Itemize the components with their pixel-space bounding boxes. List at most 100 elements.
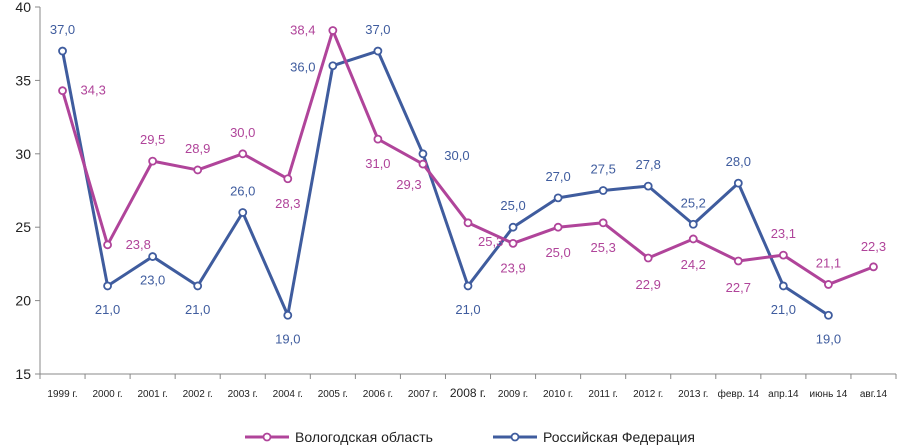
data-label: 30,0 — [230, 125, 255, 140]
x-tick-label: 2008 г. — [450, 386, 486, 400]
data-label: 28,0 — [726, 154, 751, 169]
data-label: 25,3 — [478, 234, 503, 249]
data-label: 27,8 — [636, 157, 661, 172]
data-point — [643, 181, 653, 191]
data-label: 23,1 — [771, 226, 796, 241]
data-label: 37,0 — [365, 22, 390, 37]
data-label: 31,0 — [365, 156, 390, 171]
data-point — [778, 250, 788, 260]
x-tick-label: февр. 14 — [718, 388, 760, 400]
data-label: 36,0 — [290, 60, 315, 75]
data-point — [733, 256, 743, 266]
x-tick-label: 2007 г. — [408, 389, 438, 400]
data-label: 19,0 — [816, 331, 841, 346]
data-label: 21,0 — [185, 302, 210, 317]
data-point — [508, 222, 518, 232]
data-point — [733, 178, 743, 188]
data-label: 21,1 — [816, 255, 841, 270]
data-labels: 34,3 23,8 29,5 28,9 30,0 28,3 38,4 31,0 29,3 25,3… — [50, 22, 886, 346]
data-point — [373, 134, 383, 144]
x-tick-label: июнь 14 — [810, 389, 848, 400]
data-point — [463, 281, 473, 291]
data-point — [193, 165, 203, 175]
data-label: 25,0 — [500, 198, 525, 213]
x-tick-label: 2010 г. — [543, 389, 573, 400]
data-point — [283, 174, 293, 184]
y-tick-label: 25 — [15, 219, 31, 235]
series-line-russia — [61, 49, 830, 317]
x-tick-label: 2006 г. — [363, 389, 393, 400]
data-point — [824, 280, 833, 289]
y-tick-label: 20 — [15, 293, 31, 309]
data-label: 23,8 — [126, 237, 151, 252]
data-label: 37,0 — [50, 22, 75, 37]
data-label: 23,0 — [140, 273, 165, 288]
data-point — [58, 86, 67, 96]
data-point — [103, 240, 112, 250]
legend: Вологодская область Российская Федерация — [245, 429, 695, 445]
data-point — [553, 222, 563, 232]
data-label: 27,0 — [545, 169, 570, 184]
data-point — [238, 149, 248, 159]
data-point — [553, 193, 563, 203]
data-label: 38,4 — [290, 22, 315, 37]
data-point — [328, 61, 338, 71]
data-label: 22,9 — [636, 277, 661, 292]
data-label: 21,0 — [771, 302, 796, 317]
data-label: 25,0 — [545, 245, 570, 260]
data-label: 27,5 — [591, 162, 616, 177]
data-label: 26,0 — [230, 184, 255, 199]
x-tick-label: 2002 г. — [183, 389, 213, 400]
data-label: 21,0 — [455, 302, 480, 317]
x-tick-label: 1999 г. — [47, 389, 77, 400]
data-point — [598, 218, 608, 228]
y-tick-label: 15 — [15, 366, 31, 382]
data-point — [283, 310, 293, 320]
data-point — [824, 310, 833, 320]
x-tick-label: 2009 г. — [498, 389, 528, 400]
data-point — [688, 219, 698, 229]
legend-label: Вологодская область — [295, 429, 433, 445]
data-point — [508, 238, 518, 248]
legend-swatch-marker — [510, 432, 520, 442]
data-label: 29,3 — [396, 177, 421, 192]
data-label: 21,0 — [95, 302, 120, 317]
data-point — [869, 262, 878, 272]
legend-swatch-marker — [262, 432, 272, 442]
data-label: 28,9 — [185, 141, 210, 156]
data-label: 30,0 — [444, 148, 469, 163]
data-point — [58, 46, 67, 56]
legend-label: Российская Федерация — [543, 429, 695, 445]
x-tick-label: апр.14 — [768, 389, 799, 400]
data-point — [328, 26, 338, 35]
data-point — [643, 253, 653, 263]
x-tick-label: авг.14 — [860, 389, 888, 400]
data-label: 24,2 — [681, 257, 706, 272]
data-label: 25,3 — [591, 240, 616, 255]
data-point — [418, 159, 428, 169]
data-point — [688, 234, 698, 244]
series-lines — [61, 28, 875, 317]
data-label: 34,3 — [81, 83, 106, 98]
data-point — [373, 46, 383, 56]
data-point — [103, 281, 112, 291]
x-tick-label: 2000 г. — [92, 389, 122, 400]
data-point — [778, 281, 788, 291]
x-tick-label: 2003 г. — [228, 389, 258, 400]
data-point — [598, 186, 608, 195]
data-label: 19,0 — [275, 331, 300, 346]
data-point — [193, 281, 203, 291]
x-tick-label: 2004 г. — [273, 389, 303, 400]
y-tick-label: 35 — [15, 72, 31, 88]
data-label: 22,3 — [861, 239, 886, 254]
data-point — [418, 149, 428, 159]
data-label: 25,2 — [681, 195, 706, 210]
x-tick-label: 2005 г. — [318, 389, 348, 400]
data-label: 28,3 — [275, 196, 300, 211]
y-tick-label: 40 — [15, 0, 31, 15]
series-points — [58, 26, 878, 320]
data-point — [148, 252, 158, 261]
axes: 15 20 25 30 35 40 1999 г. 2000 г. 2001 г. 2002 г.… — [15, 0, 897, 400]
